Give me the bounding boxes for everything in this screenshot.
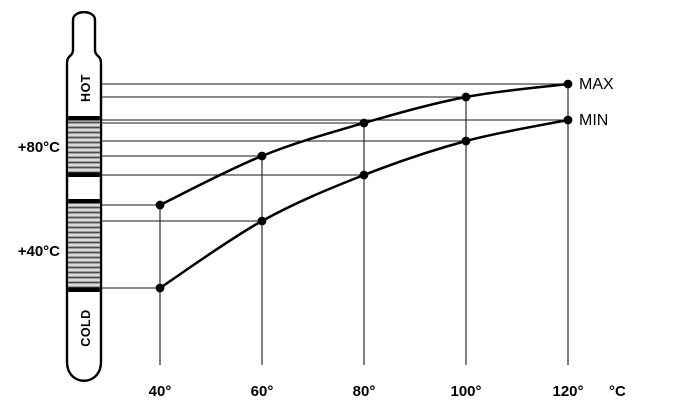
lower-band-bottom-cap <box>68 287 100 292</box>
chart-plot: MAX MIN 40° 60° 80° 100° 120° °C <box>101 76 626 400</box>
lower-scale-label: +40°C <box>18 243 60 260</box>
upper-scale-label: +80°C <box>18 139 60 156</box>
point-min-40 <box>155 283 165 293</box>
point-min-100 <box>461 136 471 146</box>
x-tick-40: 40° <box>149 383 172 400</box>
point-max-120 <box>563 79 573 89</box>
series-label-min: MIN <box>579 112 608 129</box>
x-tick-100: 100° <box>450 383 481 400</box>
point-max-40 <box>155 200 165 210</box>
thermometer: HOT COLD +80°C +40°C <box>18 10 103 382</box>
hot-label: HOT <box>79 74 93 102</box>
x-tick-120: 120° <box>552 383 583 400</box>
lower-band-top-cap <box>68 199 100 204</box>
cold-label: COLD <box>79 309 93 346</box>
point-min-60 <box>257 216 267 226</box>
upper-band-bottom-cap <box>68 172 100 177</box>
point-max-100 <box>461 92 471 102</box>
point-max-80 <box>359 118 369 128</box>
point-max-60 <box>257 151 267 161</box>
x-axis-unit-label: °C <box>609 383 626 400</box>
lower-band-hatch <box>68 203 100 288</box>
upper-band-hatch <box>68 120 100 173</box>
x-tick-60: 60° <box>251 383 274 400</box>
series-label-max: MAX <box>579 76 614 93</box>
upper-band-top-cap <box>68 116 100 121</box>
point-min-120 <box>563 115 573 125</box>
point-min-80 <box>359 170 369 180</box>
x-tick-80: 80° <box>353 383 376 400</box>
